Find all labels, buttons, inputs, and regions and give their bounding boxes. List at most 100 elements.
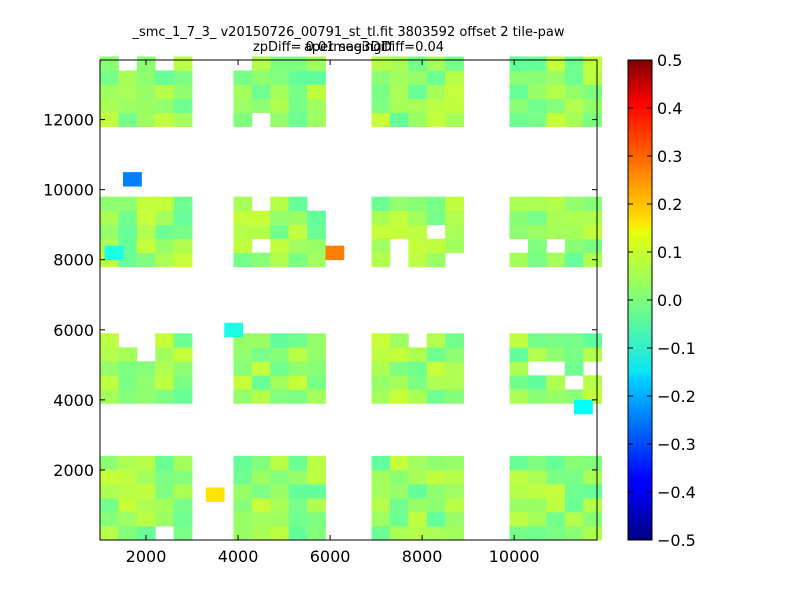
heatmap-cell: [509, 347, 529, 362]
heatmap-cell: [564, 469, 584, 485]
heatmap-cell: [136, 196, 156, 212]
heatmap-cell: [509, 252, 529, 268]
colorbar-tick-label: −0.3: [657, 435, 696, 454]
heatmap-cell: [546, 333, 566, 348]
heatmap-cell: [371, 238, 391, 254]
heatmap-cell: [509, 196, 529, 212]
heatmap-cell: [173, 56, 193, 71]
heatmap-cell: [251, 224, 271, 240]
x-tick-label: 10000: [489, 547, 540, 566]
heatmap-cell: [389, 497, 409, 513]
heatmap-cell: [546, 252, 566, 268]
heatmap-cell: [408, 252, 428, 268]
heatmap-cell: [307, 112, 326, 127]
heatmap-cell: [527, 333, 547, 348]
heatmap-cell: [270, 84, 290, 99]
heatmap-cell: [426, 56, 446, 71]
heatmap-cell: [371, 469, 391, 485]
heatmap-cell: [270, 525, 290, 541]
heatmap-cell: [155, 252, 175, 268]
heatmap-cell: [307, 84, 326, 99]
heatmap-cell: [270, 511, 290, 527]
heatmap-outlier-cell: [205, 487, 225, 502]
heatmap-cell: [173, 224, 193, 240]
heatmap-cell: [288, 112, 308, 127]
heatmap-cell: [173, 112, 193, 127]
heatmap-cell: [251, 210, 271, 226]
heatmap-cell: [426, 98, 446, 113]
heatmap-cell: [118, 98, 138, 113]
heatmap-cell: [100, 224, 119, 240]
colorbar-tick-label: 0.0: [657, 291, 682, 310]
heatmap-cell: [564, 483, 584, 499]
heatmap-cell: [564, 56, 584, 71]
heatmap-cell: [136, 497, 156, 513]
heatmap-cell: [233, 483, 253, 499]
heatmap-cell: [371, 224, 391, 240]
heatmap-cell: [445, 196, 464, 212]
heatmap-cell: [136, 361, 156, 376]
heatmap-cell: [136, 84, 156, 99]
heatmap-cell: [426, 389, 446, 404]
y-tick-label: 2000: [53, 461, 94, 480]
heatmap-cell: [583, 238, 602, 254]
heatmap-cell: [564, 210, 584, 226]
heatmap-cell: [371, 347, 391, 362]
colorbar-tick-label: −0.2: [657, 387, 696, 406]
heatmap-cell: [307, 70, 326, 85]
heatmap-cell: [155, 70, 175, 85]
heatmap-cell: [173, 70, 193, 85]
heatmap-cell: [527, 98, 547, 113]
heatmap-cell: [371, 375, 391, 390]
heatmap-cell: [408, 56, 428, 71]
heatmap-cell: [546, 112, 566, 127]
heatmap-cell: [546, 455, 566, 471]
heatmap-cell: [583, 224, 602, 240]
heatmap-cell: [426, 252, 446, 268]
heatmap-cell: [136, 210, 156, 226]
heatmap-cell: [445, 469, 464, 485]
heatmap-cell: [270, 70, 290, 85]
heatmap-cell: [270, 98, 290, 113]
heatmap-cell: [233, 70, 253, 85]
heatmap-cell: [564, 333, 584, 348]
heatmap-cell: [251, 511, 271, 527]
heatmap-cell: [100, 84, 119, 99]
heatmap-cell: [408, 84, 428, 99]
heatmap-cell: [546, 497, 566, 513]
heatmap-cell: [509, 70, 529, 85]
heatmap-cell: [173, 455, 193, 471]
heatmap-cell: [251, 389, 271, 404]
heatmap-cell: [270, 252, 290, 268]
heatmap-cell: [527, 511, 547, 527]
heatmap-cell: [307, 455, 326, 471]
heatmap-cell: [155, 333, 175, 348]
heatmap-cell: [564, 112, 584, 127]
heatmap-cell: [408, 238, 428, 254]
heatmap-cell: [426, 511, 446, 527]
heatmap-cell: [583, 333, 602, 348]
heatmap-cell: [426, 210, 446, 226]
heatmap-cell: [371, 333, 391, 348]
heatmap-cell: [371, 455, 391, 471]
heatmap-cell: [426, 483, 446, 499]
heatmap-cell: [155, 112, 175, 127]
heatmap-cell: [251, 361, 271, 376]
heatmap-cell: [371, 210, 391, 226]
heatmap-cell: [307, 333, 326, 348]
heatmap-cell: [564, 525, 584, 541]
heatmap-cell: [509, 469, 529, 485]
heatmap-cell: [233, 224, 253, 240]
heatmap-cell: [527, 347, 547, 362]
heatmap-cell: [100, 483, 119, 499]
heatmap-cell: [389, 70, 409, 85]
heatmap-cell: [100, 196, 119, 212]
heatmap-cell: [583, 497, 602, 513]
colorbar-tick-label: 0.4: [657, 99, 682, 118]
heatmap-cell: [100, 112, 119, 127]
heatmap-outlier-cell: [104, 245, 124, 261]
heatmap-cell: [155, 483, 175, 499]
heatmap-cell: [546, 525, 566, 541]
heatmap-cell: [155, 375, 175, 390]
heatmap-cell: [583, 98, 602, 113]
